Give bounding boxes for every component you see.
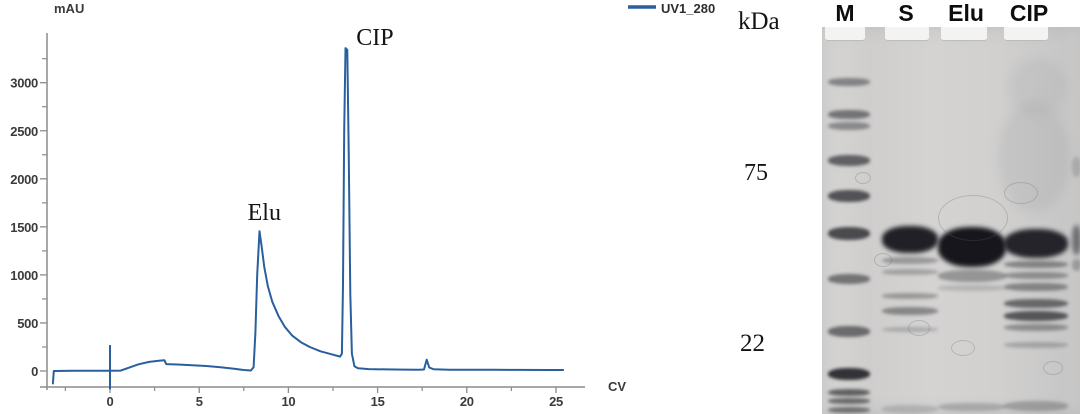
gel-band [828, 110, 870, 119]
x-tick-label: 20 [460, 394, 474, 409]
gel-band [1004, 272, 1068, 279]
gel-marker-weight-label: 75 [744, 160, 768, 186]
gel-band [828, 227, 870, 240]
gel-band [1004, 401, 1068, 411]
gel-lane-label-m: M [835, 0, 855, 26]
gel-band [828, 368, 870, 380]
gel-lane-label-cip: CIP [1009, 0, 1049, 26]
x-tick-label: 10 [281, 394, 295, 409]
gel-bubble-artifact [1043, 361, 1063, 375]
gel-band [882, 226, 938, 253]
gel-band [882, 269, 938, 275]
gel-band [882, 307, 938, 315]
gel-well [825, 27, 865, 41]
gel-band [828, 122, 870, 130]
y-tick-label: 2000 [10, 172, 38, 187]
gel-band [938, 285, 1006, 291]
gel-band [828, 78, 870, 86]
gel-band [828, 326, 870, 337]
gel-band [828, 190, 870, 202]
chromatogram-plot: 0 500 1000 1500 2000 2500 3000 0 5 10 15 20 25 mAU CV E… [10, 1, 715, 409]
gel-bubble-artifact [1004, 182, 1038, 204]
gel-image [822, 27, 1080, 414]
gel-band [1004, 283, 1068, 291]
legend-label: UV1_280 [661, 1, 715, 16]
gel-band [1004, 324, 1068, 331]
gel-lane-label-s: S [898, 0, 914, 26]
gel-band [882, 293, 938, 299]
gel-bubble-artifact [855, 172, 871, 184]
gel-well [941, 27, 987, 41]
gel-lane-label-elu: Elu [948, 0, 984, 26]
x-tick-label: 5 [196, 394, 203, 409]
gel-band [828, 407, 870, 413]
gel-band [1004, 299, 1068, 308]
gel-band [828, 398, 870, 404]
gel-band [1004, 261, 1068, 268]
gel-band [882, 405, 938, 413]
x-tick-label: 25 [549, 394, 563, 409]
y-tick-label: 3000 [10, 76, 38, 91]
gel-kda-unit-label: kDa [738, 8, 780, 35]
y-tick-label: 500 [17, 316, 38, 331]
uv-trace [51, 47, 565, 385]
x-axis-unit-label: CV [608, 379, 626, 394]
peak-annotation: Elu [248, 200, 281, 226]
gel-well [885, 27, 929, 41]
gel-band [1072, 157, 1080, 177]
gel-bubble-artifact [874, 253, 892, 267]
x-tick-label: 0 [107, 394, 114, 409]
y-tick-label: 0 [31, 364, 38, 379]
gel-band [828, 155, 870, 166]
gel-bubble-artifact [951, 340, 975, 356]
gel-band [1004, 229, 1068, 258]
gel-band [938, 270, 1006, 282]
gel-band [1004, 311, 1068, 321]
gel-bubble-artifact [938, 195, 1008, 241]
gel-band [828, 389, 870, 396]
x-tick-label: 15 [371, 394, 385, 409]
gel-band [882, 257, 938, 264]
gel-bubble-artifact [908, 320, 930, 336]
y-tick-label: 1000 [10, 268, 38, 283]
gel-band [1072, 259, 1080, 271]
gel-band [938, 403, 1006, 411]
gel-marker-weight-label: 22 [740, 330, 765, 357]
peak-annotation: CIP [356, 25, 393, 51]
gel-well [1004, 27, 1048, 41]
gel-band [1072, 225, 1080, 255]
y-axis-unit-label: mAU [54, 1, 84, 16]
gel-smear [1007, 59, 1067, 115]
gel-band [828, 274, 870, 284]
y-tick-label: 1500 [10, 220, 38, 235]
y-tick-label: 2500 [10, 124, 38, 139]
gel-band [1004, 342, 1068, 348]
